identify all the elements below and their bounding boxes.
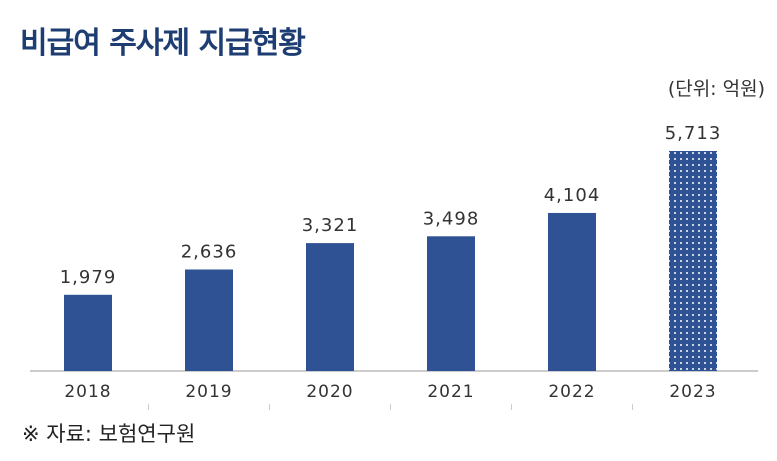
- bar-2022: [548, 212, 596, 371]
- tick-label-2021: 2021: [427, 382, 474, 402]
- value-label-2023: 5,713: [665, 123, 722, 144]
- tick-label-2023: 2023: [669, 382, 716, 402]
- source-note: ※ 자료: 보험연구원: [22, 422, 196, 446]
- value-label-2022: 4,104: [544, 185, 601, 206]
- tick-label-2019: 2019: [185, 382, 232, 402]
- tick-label-2020: 2020: [306, 382, 353, 402]
- bar-2023: [669, 151, 717, 371]
- bar-2020: [306, 243, 354, 371]
- bar-2019: [185, 269, 233, 371]
- unit-label: (단위: 억원): [667, 78, 765, 100]
- value-label-2018: 1,979: [60, 267, 117, 288]
- value-label-2021: 3,498: [423, 208, 480, 229]
- bar-2018: [64, 294, 112, 371]
- value-label-2020: 3,321: [302, 215, 359, 236]
- tick-label-2022: 2022: [548, 382, 595, 402]
- value-label-2019: 2,636: [181, 241, 238, 262]
- bar-2021: [427, 236, 475, 371]
- tick-label-2018: 2018: [64, 382, 111, 402]
- chart-title: 비급여 주사제 지급현황: [20, 26, 306, 61]
